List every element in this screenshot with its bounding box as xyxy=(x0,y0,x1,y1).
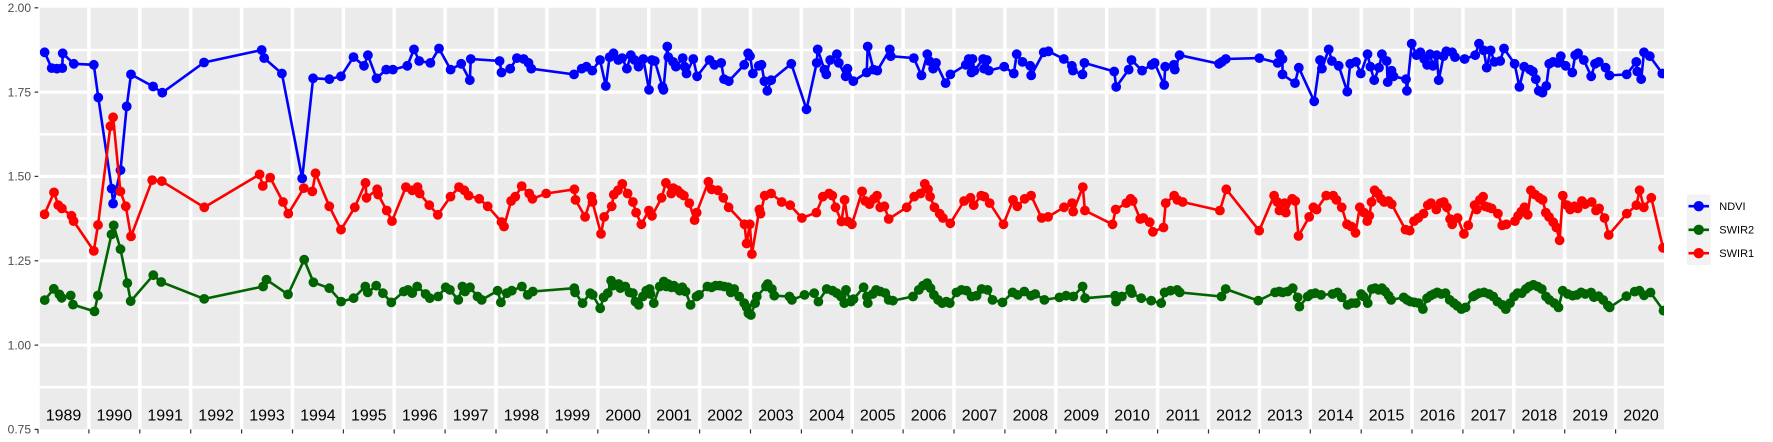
svg-text:2015: 2015 xyxy=(1369,407,1405,424)
svg-text:2.00: 2.00 xyxy=(8,1,32,15)
svg-text:2007: 2007 xyxy=(962,407,998,424)
svg-text:2019: 2019 xyxy=(1572,407,1608,424)
svg-text:0.75: 0.75 xyxy=(8,423,32,437)
svg-text:2014: 2014 xyxy=(1318,407,1354,424)
svg-text:NDVI: NDVI xyxy=(1719,201,1745,213)
svg-text:1998: 1998 xyxy=(504,407,540,424)
svg-text:2000: 2000 xyxy=(605,407,641,424)
svg-text:2005: 2005 xyxy=(860,407,896,424)
svg-text:2018: 2018 xyxy=(1522,407,1558,424)
svg-text:2008: 2008 xyxy=(1013,407,1049,424)
svg-text:1989: 1989 xyxy=(46,407,82,424)
svg-text:2001: 2001 xyxy=(656,407,692,424)
svg-text:1.50: 1.50 xyxy=(8,170,32,184)
svg-text:1.25: 1.25 xyxy=(8,254,32,268)
svg-text:1.75: 1.75 xyxy=(8,85,32,99)
svg-text:2010: 2010 xyxy=(1114,407,1150,424)
svg-text:2011: 2011 xyxy=(1166,407,1201,424)
svg-text:1993: 1993 xyxy=(249,407,285,424)
svg-text:2002: 2002 xyxy=(707,407,743,424)
svg-text:2013: 2013 xyxy=(1267,407,1303,424)
svg-text:SWIR1: SWIR1 xyxy=(1719,248,1754,260)
svg-text:SWIR2: SWIR2 xyxy=(1719,225,1754,237)
svg-text:1997: 1997 xyxy=(453,407,489,424)
svg-text:2020: 2020 xyxy=(1623,407,1659,424)
svg-text:2012: 2012 xyxy=(1216,407,1252,424)
svg-text:1991: 1991 xyxy=(147,407,183,424)
svg-text:1996: 1996 xyxy=(402,407,438,424)
svg-text:2004: 2004 xyxy=(809,407,845,424)
svg-text:1995: 1995 xyxy=(351,407,387,424)
svg-text:1.00: 1.00 xyxy=(8,338,32,352)
svg-text:2006: 2006 xyxy=(911,407,947,424)
svg-text:1990: 1990 xyxy=(97,407,133,424)
svg-text:1992: 1992 xyxy=(198,407,234,424)
svg-text:1994: 1994 xyxy=(300,407,336,424)
svg-text:2009: 2009 xyxy=(1064,407,1100,424)
svg-text:2016: 2016 xyxy=(1420,407,1456,424)
svg-text:2003: 2003 xyxy=(758,407,794,424)
svg-text:2017: 2017 xyxy=(1471,407,1507,424)
svg-text:1999: 1999 xyxy=(555,407,591,424)
